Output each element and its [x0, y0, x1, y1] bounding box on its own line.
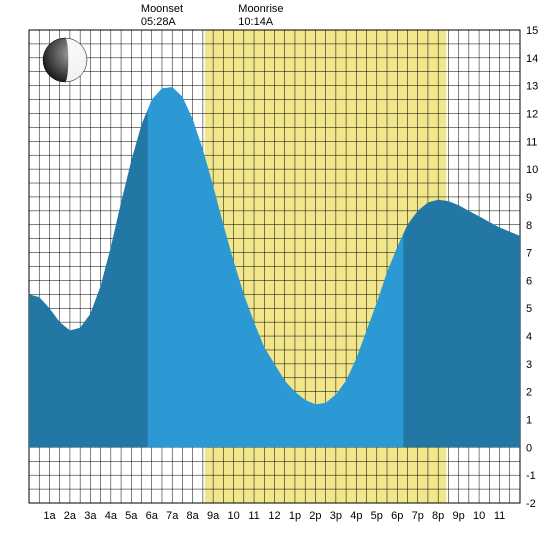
svg-text:9a: 9a — [207, 510, 220, 522]
svg-text:3p: 3p — [330, 510, 342, 522]
svg-text:3: 3 — [526, 359, 532, 371]
svg-text:4p: 4p — [350, 510, 362, 522]
moonrise-label: Moonrise — [238, 3, 283, 15]
svg-text:2p: 2p — [309, 510, 321, 522]
svg-text:8a: 8a — [187, 510, 200, 522]
svg-text:13: 13 — [526, 81, 538, 93]
svg-text:15: 15 — [526, 25, 538, 37]
svg-text:11: 11 — [526, 136, 537, 148]
svg-text:8p: 8p — [432, 510, 444, 522]
svg-text:9p: 9p — [453, 510, 465, 522]
svg-text:6: 6 — [526, 275, 532, 287]
moonset-label: Moonset — [141, 3, 183, 15]
svg-text:1: 1 — [526, 415, 532, 427]
svg-text:5: 5 — [526, 303, 532, 315]
x-axis-labels: 1a 2a 3a 4a 5a 6a 7a 8a 9a 10 11 12 1p 2p 3p 4p 5p 6p 7p 8p… — [43, 510, 505, 522]
svg-text:6p: 6p — [391, 510, 403, 522]
moonset-time: 05:28A — [141, 16, 177, 28]
svg-text:1a: 1a — [43, 510, 56, 522]
svg-text:6a: 6a — [146, 510, 159, 522]
svg-text:2a: 2a — [64, 510, 77, 522]
svg-text:8: 8 — [526, 220, 532, 232]
svg-text:14: 14 — [526, 53, 538, 65]
moon-phase-icon — [43, 38, 87, 82]
svg-text:10: 10 — [526, 164, 538, 176]
svg-text:4a: 4a — [105, 510, 118, 522]
svg-text:-1: -1 — [526, 470, 536, 482]
svg-text:10: 10 — [473, 510, 485, 522]
svg-text:0: 0 — [526, 442, 532, 454]
svg-text:11: 11 — [494, 510, 505, 522]
svg-text:11: 11 — [248, 510, 259, 522]
svg-text:1p: 1p — [289, 510, 301, 522]
svg-text:12: 12 — [268, 510, 280, 522]
svg-text:12: 12 — [526, 108, 538, 120]
tide-chart: 1a2a3a4a5a6a7a8a9a1011121p2p3p4p5p6p7p8p… — [0, 0, 550, 550]
svg-text:7a: 7a — [166, 510, 179, 522]
svg-text:7: 7 — [526, 248, 532, 260]
svg-text:3a: 3a — [84, 510, 97, 522]
svg-text:10: 10 — [227, 510, 239, 522]
svg-text:5p: 5p — [371, 510, 383, 522]
moonrise-time: 10:14A — [238, 16, 274, 28]
svg-text:7p: 7p — [412, 510, 424, 522]
svg-text:4: 4 — [526, 331, 532, 343]
svg-text:9: 9 — [526, 192, 532, 204]
svg-text:2: 2 — [526, 387, 532, 399]
svg-text:5a: 5a — [125, 510, 138, 522]
svg-text:-2: -2 — [526, 498, 536, 510]
